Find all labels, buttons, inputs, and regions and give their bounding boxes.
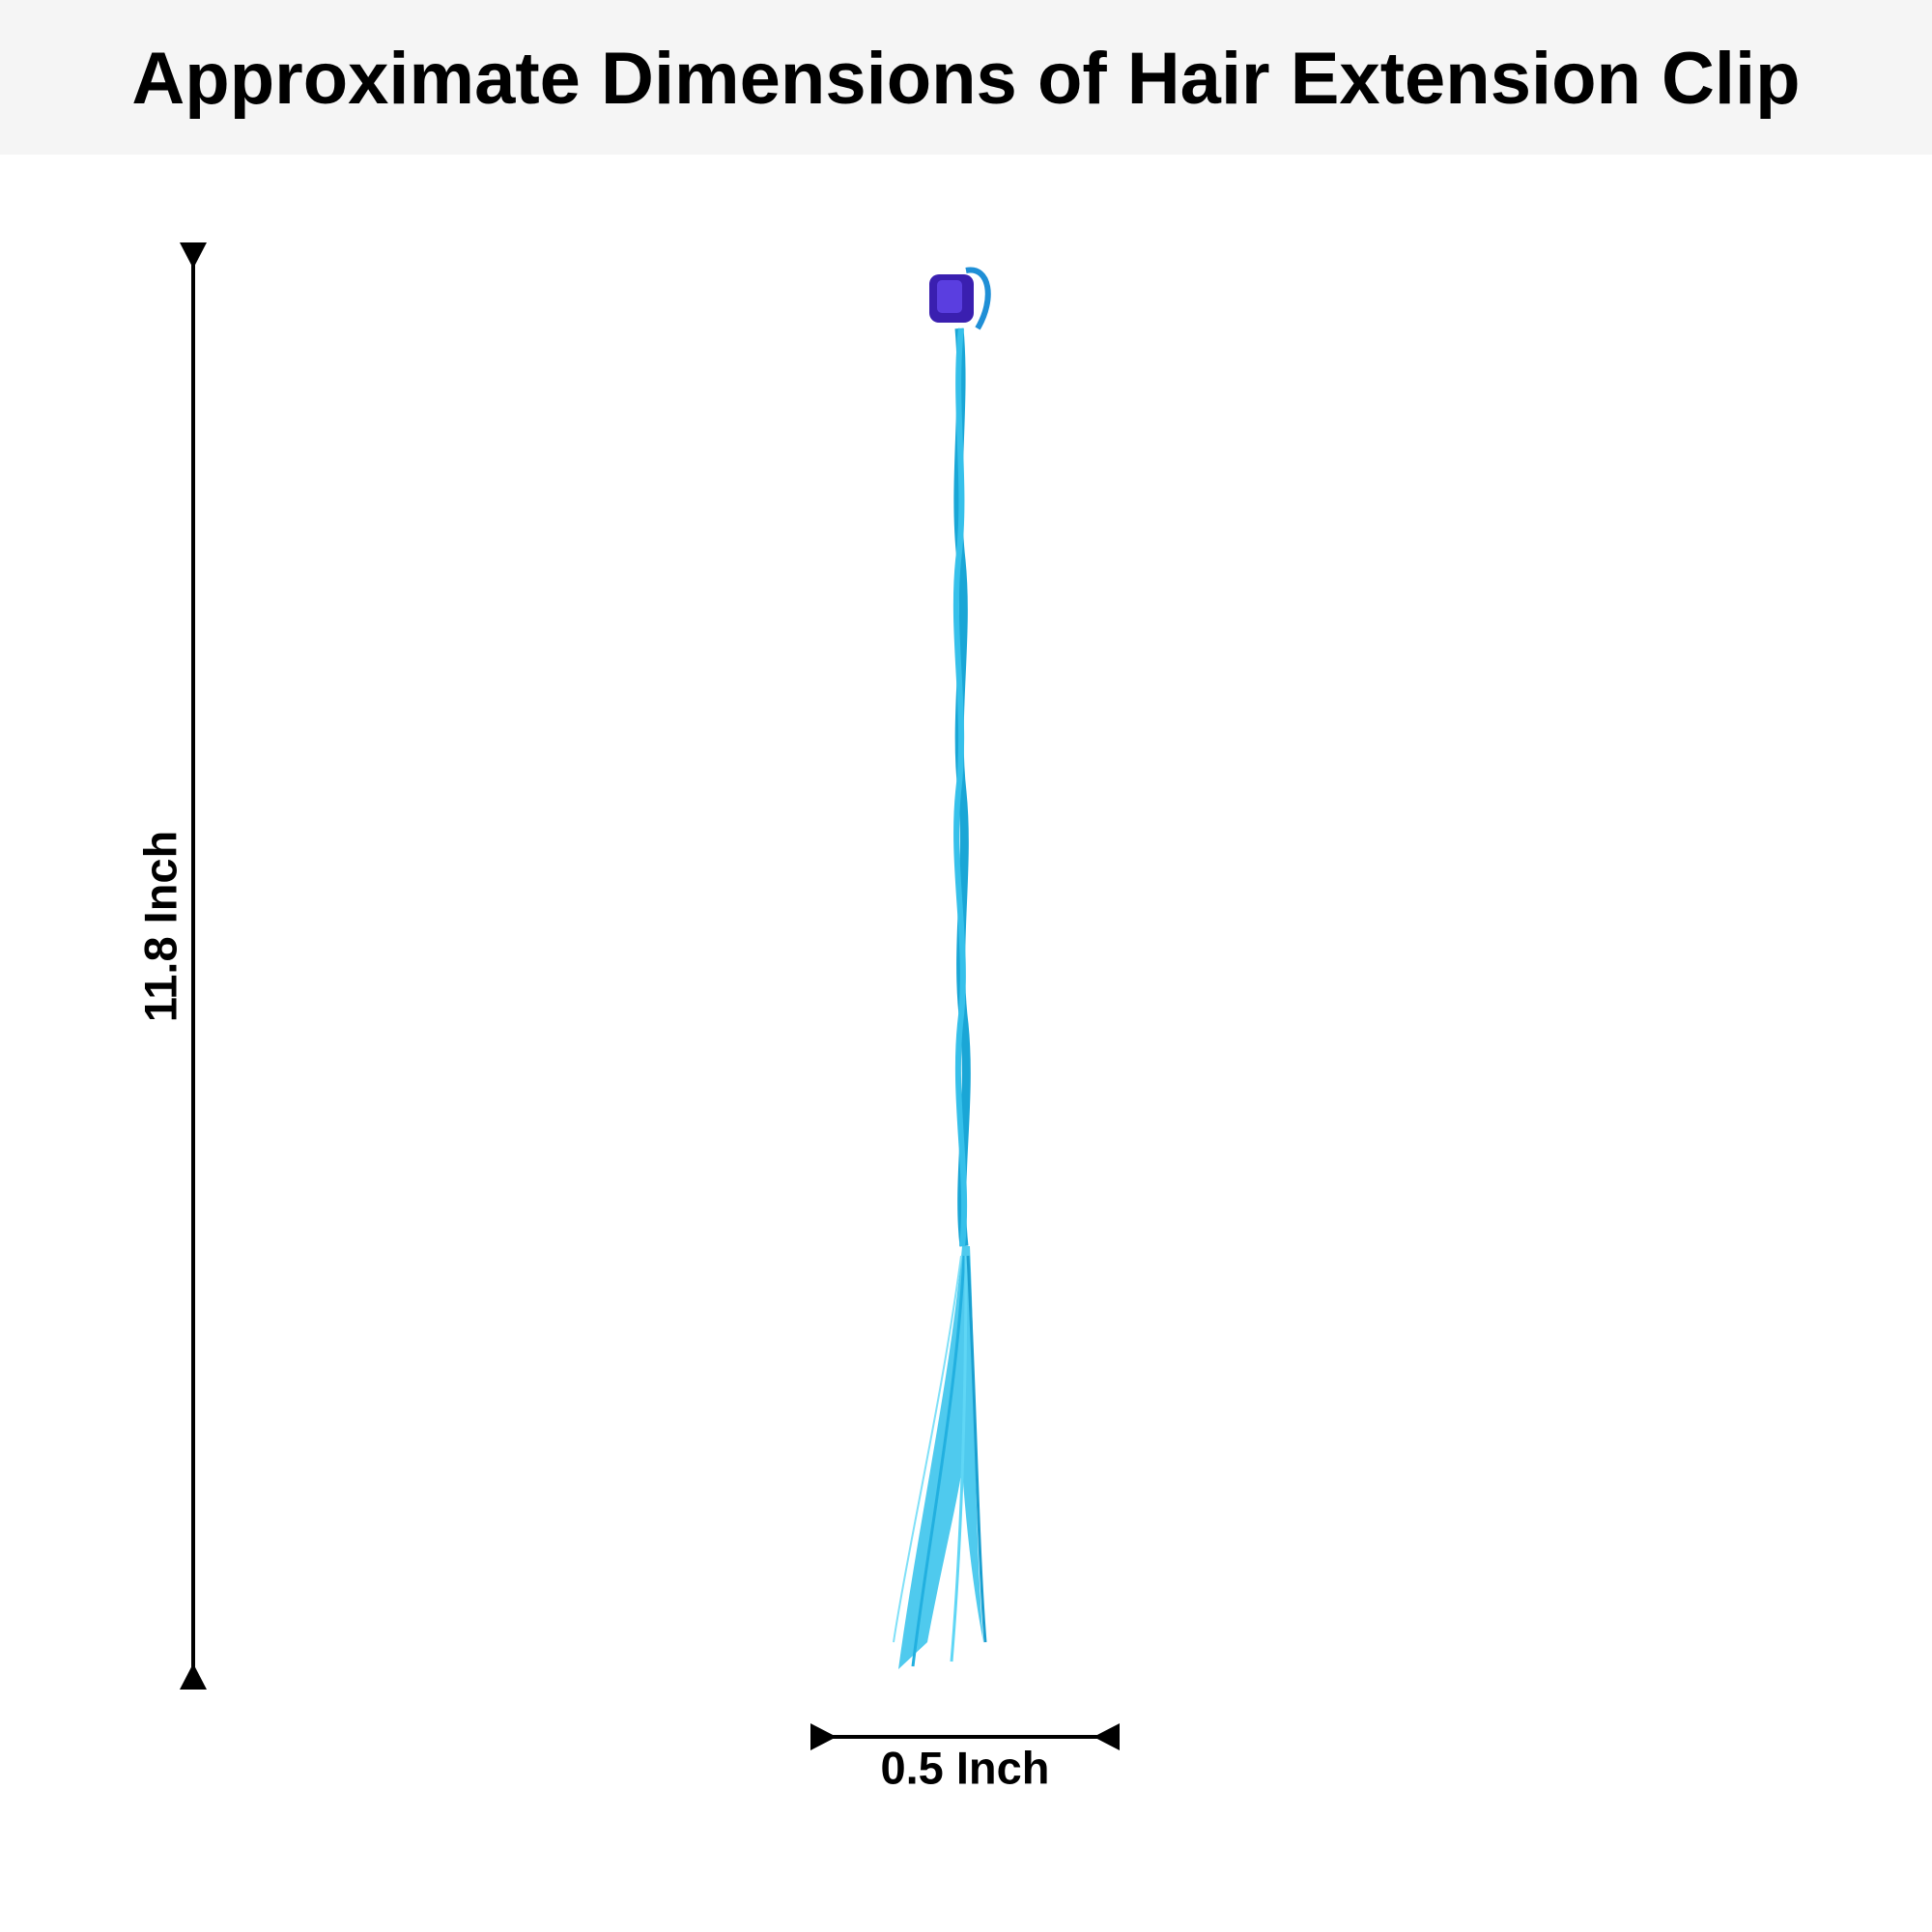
arrowhead bbox=[180, 1663, 207, 1690]
arrowhead bbox=[810, 1723, 837, 1750]
hair-extension bbox=[893, 267, 991, 1669]
header: Approximate Dimensions of Hair Extension… bbox=[0, 0, 1932, 155]
width-label: 0.5 Inch bbox=[880, 1742, 1049, 1793]
arrowhead bbox=[180, 242, 207, 269]
height-label: 11.8 Inch bbox=[134, 831, 185, 1023]
arrowhead bbox=[1094, 1723, 1120, 1750]
title: Approximate Dimensions of Hair Extension… bbox=[131, 38, 1801, 120]
